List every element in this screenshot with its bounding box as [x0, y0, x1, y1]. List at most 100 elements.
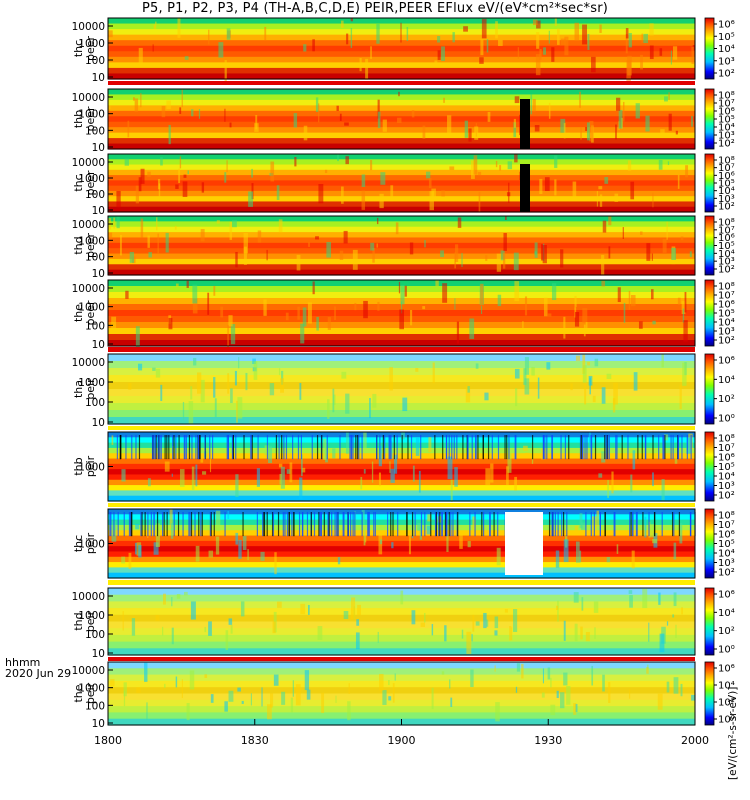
noise-mark [462, 435, 464, 460]
texture-mark [175, 184, 179, 189]
texture-mark [204, 674, 208, 679]
texture-mark [673, 592, 677, 607]
texture-mark [646, 667, 649, 674]
noise-mark [599, 512, 601, 537]
noise-mark [376, 435, 378, 460]
texture-mark [339, 250, 344, 260]
texture-mark [663, 434, 669, 441]
texture-mark [680, 236, 684, 241]
texture-mark [227, 510, 230, 519]
texture-mark [395, 222, 399, 235]
texture-mark [348, 683, 350, 694]
texture-mark [674, 458, 678, 464]
texture-mark [165, 232, 169, 253]
spectrogram-band [108, 417, 695, 425]
texture-mark [377, 631, 379, 643]
texture-mark [281, 370, 284, 385]
texture-mark [514, 368, 520, 379]
noise-mark [563, 512, 565, 537]
noise-mark [256, 512, 258, 537]
texture-mark [647, 664, 649, 670]
y-tick-label: 1000 [78, 235, 105, 247]
texture-mark [630, 181, 635, 200]
texture-mark [622, 227, 624, 239]
texture-mark [673, 677, 679, 694]
texture-mark [134, 542, 138, 555]
colorbar-tick-label: 10² [718, 336, 735, 347]
noise-mark [204, 435, 206, 460]
noise-mark [116, 435, 118, 460]
noise-mark [188, 435, 191, 460]
texture-mark [359, 58, 362, 72]
x-tick-label: 1900 [388, 734, 416, 747]
texture-mark [218, 42, 224, 58]
texture-mark [675, 624, 677, 639]
texture-mark [213, 377, 216, 398]
noise-mark [140, 512, 142, 537]
noise-mark [110, 512, 112, 537]
texture-mark [539, 48, 542, 60]
noise-mark [209, 512, 211, 537]
texture-mark [237, 397, 243, 419]
texture-mark [596, 510, 599, 527]
spectrogram-texture [122, 588, 683, 654]
noise-mark [190, 512, 193, 537]
texture-mark [325, 443, 328, 463]
noise-mark [561, 512, 563, 537]
texture-mark [360, 476, 363, 490]
texture-mark [184, 56, 189, 60]
texture-mark [400, 301, 403, 314]
texture-mark [599, 194, 603, 207]
noise-mark [298, 512, 301, 537]
texture-mark [651, 253, 653, 261]
panel-thd-peer: 10 100 1000 10000 thdpeer 10⁸10⁷10⁶10⁵10⁴10³1… [72, 215, 735, 280]
texture-mark [297, 306, 300, 320]
texture-mark [363, 432, 367, 449]
noise-mark [642, 512, 644, 537]
texture-mark [444, 625, 447, 642]
texture-mark [402, 397, 408, 412]
texture-mark [183, 174, 187, 178]
texture-mark [516, 663, 521, 672]
texture-mark [200, 379, 205, 403]
texture-mark [659, 633, 665, 653]
noise-mark [653, 512, 656, 537]
texture-mark [530, 94, 533, 115]
texture-mark [111, 435, 114, 445]
texture-mark [382, 119, 387, 132]
texture-mark [121, 469, 126, 482]
noise-mark [316, 435, 319, 460]
texture-mark [475, 621, 480, 626]
texture-mark [251, 168, 253, 178]
texture-mark [147, 171, 151, 177]
panel-label: thcpeer [72, 36, 97, 62]
texture-mark [171, 597, 173, 607]
texture-mark [544, 177, 550, 192]
texture-mark [466, 631, 472, 654]
texture-mark [554, 155, 558, 168]
texture-mark [659, 48, 663, 56]
texture-mark [235, 251, 238, 268]
texture-mark [642, 588, 648, 609]
texture-mark [537, 377, 540, 399]
noise-mark [323, 512, 325, 537]
texture-mark [442, 283, 448, 303]
texture-mark [290, 697, 294, 713]
texture-mark [524, 296, 528, 316]
texture-mark [377, 111, 381, 129]
colorbar-tick-label: 10⁰ [718, 645, 735, 656]
noise-mark [604, 512, 606, 537]
texture-mark [644, 516, 647, 538]
noise-mark [231, 435, 234, 460]
texture-mark [601, 451, 606, 463]
texture-mark [175, 283, 179, 287]
noise-mark [300, 435, 303, 460]
noise-mark [155, 435, 157, 460]
noise-mark [390, 435, 392, 460]
texture-mark [140, 168, 145, 184]
texture-mark [228, 690, 234, 702]
colorbar-tick-label: 10⁵ [718, 462, 735, 473]
texture-mark [494, 616, 499, 629]
texture-mark [394, 673, 396, 681]
y-tick-label: 1000 [78, 377, 105, 389]
